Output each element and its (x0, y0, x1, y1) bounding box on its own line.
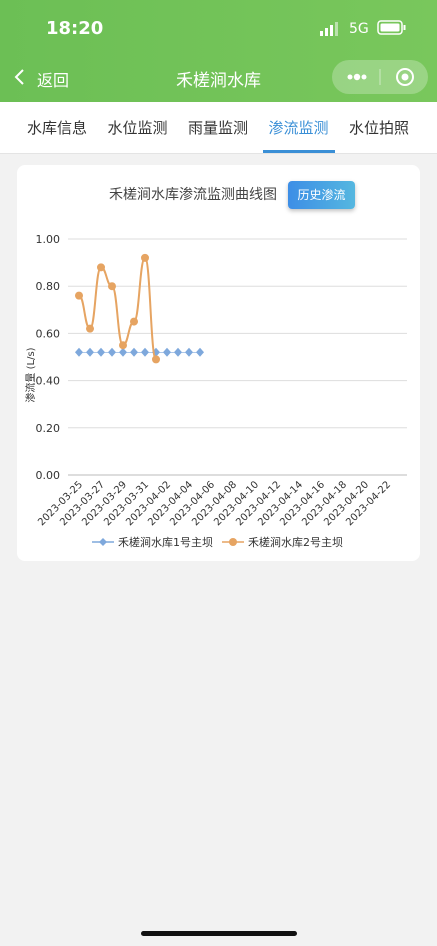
point (97, 263, 105, 272)
legend-marker (229, 538, 237, 546)
signal-icon (320, 22, 338, 36)
legend-marker (99, 538, 107, 546)
series-line (78, 256, 157, 361)
tab[interactable]: 水库信息 (26, 119, 88, 137)
point (185, 347, 193, 357)
y-tick-label: 0.80 (36, 280, 61, 293)
tab[interactable]: 水位监测 (107, 119, 168, 137)
header: 18:20 5G 返回 禾槎涧水库 (0, 0, 437, 102)
back-button[interactable]: 返回 (37, 71, 70, 90)
y-axis-label: 渗流量 (L/s) (24, 347, 37, 402)
tab[interactable]: 渗流监测 (268, 119, 329, 137)
chart-card: 历史渗流 禾槎涧水库渗流监测曲线图 渗流量 (L/s) 0.00 0.20 0.40… (17, 165, 420, 561)
history-button[interactable]: 历史渗流 (288, 181, 355, 209)
tab-underline (262, 150, 335, 153)
time: 18:20 (46, 18, 104, 39)
point (152, 355, 160, 364)
back-icon[interactable] (13, 68, 27, 86)
legend-label: 禾槎涧水库2号主坝 (248, 535, 343, 549)
point (108, 282, 116, 291)
y-tick-label: 0.40 (36, 375, 61, 388)
point (86, 347, 94, 357)
y-tick-label: 0.20 (36, 422, 61, 435)
y-tick-label: 0.00 (36, 469, 61, 482)
battery-icon (377, 20, 406, 35)
capsule[interactable] (332, 60, 428, 94)
chart-title: 禾槎涧水库渗流监测曲线图 (109, 187, 277, 203)
point (75, 291, 83, 300)
point (108, 347, 116, 357)
y-tick-label: 1.00 (36, 233, 61, 246)
tab-bar: 水库信息 水位监测 雨量监测 渗流监测 水位拍照 (0, 102, 437, 154)
tab[interactable]: 水位拍照 (348, 119, 410, 137)
legend-label: 禾槎涧水库1号主坝 (118, 535, 213, 549)
tab[interactable]: 雨量监测 (187, 119, 249, 137)
point (163, 347, 171, 357)
capsule-icons (347, 68, 414, 86)
nav-title: 禾槎涧水库 (176, 71, 261, 91)
point (174, 347, 182, 357)
network: 5G (349, 21, 369, 37)
home-indicator (141, 931, 297, 936)
point (119, 341, 127, 350)
y-tick-label: 0.60 (36, 327, 61, 340)
point (130, 317, 138, 326)
point (141, 347, 149, 357)
point (130, 347, 138, 357)
point (196, 347, 204, 357)
point (86, 324, 94, 333)
point (119, 347, 127, 357)
point (75, 347, 83, 357)
point (97, 347, 105, 357)
point (141, 253, 149, 262)
chart: 禾槎涧水库渗流监测曲线图 渗流量 (L/s) 0.00 0.20 0.40 0.60 0… (24, 187, 407, 549)
